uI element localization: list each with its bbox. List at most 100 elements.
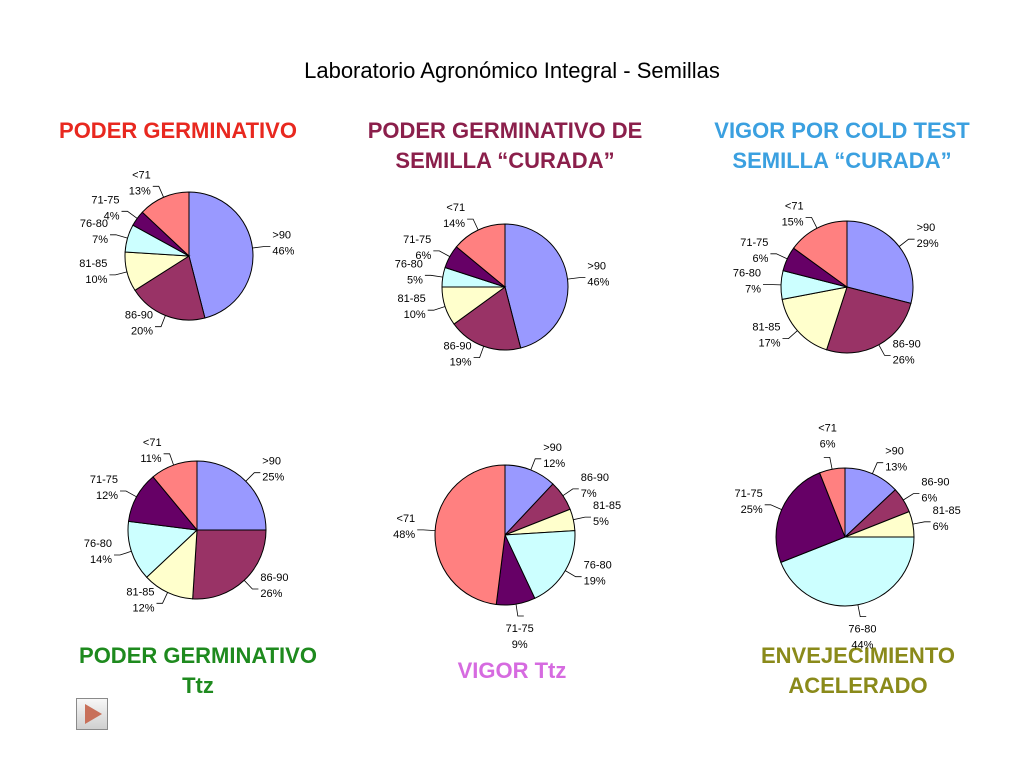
slice-value-label: 46% — [587, 277, 609, 289]
chart-title-poder-germinativo-curada: PODER GERMINATIVO DE SEMILLA “CURADA” — [330, 116, 680, 176]
slice-category-label: >90 — [262, 456, 281, 468]
slice-value-label: 9% — [512, 639, 528, 651]
leader-line — [245, 472, 261, 482]
slice-category-label: 81-85 — [752, 322, 780, 334]
slice-category-label: >90 — [587, 261, 606, 273]
leader-line — [565, 570, 582, 578]
leader-line — [110, 234, 128, 239]
slice-category-label: 71-75 — [90, 474, 118, 486]
chart-title-envejecimiento-acelerado: ENVEJECIMIENTO ACELERADO — [700, 641, 1016, 701]
leader-line — [562, 488, 579, 497]
pie-slice-lt71 — [434, 464, 506, 606]
leader-line — [823, 456, 833, 470]
slice-value-label: 6% — [752, 253, 768, 265]
slice-value-label: 12% — [96, 490, 118, 502]
slice-value-label: 13% — [129, 185, 151, 197]
leader-line — [424, 274, 443, 278]
slice-category-label: >90 — [917, 222, 936, 234]
slice-value-label: 6% — [820, 439, 836, 451]
slice-category-label: 86-90 — [893, 338, 921, 350]
slice-value-label: 13% — [885, 462, 907, 474]
pie-slice-lt71 — [818, 467, 846, 538]
chart-title-poder-germinativo: PODER GERMINATIVO — [30, 116, 326, 146]
slice-value-label: 6% — [933, 521, 949, 533]
slice-value-label: 26% — [260, 588, 282, 600]
slice-value-label: 17% — [758, 338, 780, 350]
pie-chart-ea: >9013%86-906%81-856%76-8044%71-7525%<716… — [735, 423, 961, 652]
slice-value-label: 19% — [584, 576, 606, 588]
leader-line — [120, 490, 137, 498]
leader-line — [252, 246, 271, 249]
slice-category-label: 86-90 — [443, 341, 471, 353]
pie-slice-81-85 — [781, 286, 848, 351]
slice-category-label: 71-75 — [506, 623, 534, 635]
slice-value-label: 5% — [407, 274, 423, 286]
pie-chart-pgc: >90 46% 86-90 19% 81-85 10% 76-80 5% 71-75 6% <71 1… — [395, 202, 610, 369]
next-slide-button[interactable] — [76, 698, 108, 730]
slice-value-label: 44% — [851, 639, 873, 651]
pie-slice-lt71 — [152, 460, 198, 532]
pie-slice-76-80 — [127, 520, 199, 578]
leader-line — [764, 504, 782, 510]
slice-category-label: 86-90 — [125, 310, 153, 322]
chart-title-line: VIGOR POR COLD TEST — [714, 118, 970, 143]
slice-value-label: 12% — [132, 602, 154, 614]
slice-value-label: 25% — [741, 504, 763, 516]
slice-value-label: 7% — [745, 284, 761, 296]
chart-title-line: PODER GERMINATIVO DE — [367, 118, 643, 143]
chart-title-poder-germinativo-ttz: PODER GERMINATIVO Ttz — [40, 641, 356, 701]
slice-category-label: 81-85 — [126, 586, 154, 598]
slice-category-label: <71 — [785, 201, 804, 213]
leader-line — [427, 306, 446, 311]
slice-category-label: 71-75 — [403, 234, 431, 246]
slice-category-label: 76-80 — [84, 538, 112, 550]
chart-title-line: SEMILLA “CURADA” — [395, 148, 615, 173]
slice-value-label: 4% — [104, 210, 120, 222]
slice-category-label: 76-80 — [733, 268, 761, 280]
slice-category-label: 86-90 — [921, 477, 949, 489]
slice-value-label: 15% — [782, 217, 804, 229]
pie-slice-86-90 — [134, 255, 206, 321]
chart-title-line: ACELERADO — [788, 673, 928, 698]
leader-line — [121, 210, 138, 219]
leader-line — [857, 604, 867, 617]
leader-line — [467, 218, 479, 231]
leader-line — [109, 271, 128, 276]
slice-category-label: >90 — [272, 230, 291, 242]
slice-value-label: 10% — [404, 309, 426, 321]
slice-value-label: 12% — [543, 458, 565, 470]
pie-chart-vt: >90 12% 86-90 7%81-85 5% 76-80 19% 71-75 9% <71 48… — [393, 442, 621, 651]
pie-slice-gt90 — [196, 460, 267, 531]
leader-line — [530, 458, 542, 471]
slice-category-label: 86-90 — [581, 472, 609, 484]
slice-value-label: 6% — [921, 493, 937, 505]
slice-value-label: 14% — [90, 554, 112, 566]
leader-line — [152, 185, 164, 198]
pie-slice-76-80 — [504, 530, 576, 600]
leader-line — [770, 253, 788, 260]
leader-line — [872, 462, 884, 474]
slice-category-label: <71 — [132, 169, 151, 181]
slice-value-label: 10% — [85, 274, 107, 286]
slice-category-label: 76-80 — [848, 623, 876, 635]
chart-title-line: PODER GERMINATIVO — [79, 643, 317, 668]
slice-category-label: 76-80 — [584, 560, 612, 572]
leader-line — [156, 592, 168, 604]
slice-category-label: 71-75 — [740, 237, 768, 249]
slice-value-label: 26% — [893, 354, 915, 366]
slice-value-label: 11% — [140, 453, 161, 465]
leader-line — [433, 250, 450, 257]
slice-category-label: <71 — [397, 513, 416, 525]
slice-category-label: 81-85 — [593, 500, 621, 512]
chart-title-vigor-cold-test: VIGOR POR COLD TEST SEMILLA “CURADA” — [680, 116, 1004, 176]
pie-slice-76-80 — [780, 536, 915, 607]
slice-value-label: 5% — [593, 516, 609, 528]
slice-value-label: 29% — [917, 238, 939, 250]
slice-category-label: 81-85 — [79, 258, 107, 270]
pie-chart-vct: >90 29% 86-90 26% 81-85 17% 76-80 7% 71-75 6% <71 1… — [733, 201, 939, 367]
slice-value-label: 20% — [131, 326, 153, 338]
chart-title-line: SEMILLA “CURADA” — [732, 148, 952, 173]
pie-slice-86-90 — [453, 286, 522, 351]
pie-slice-gt90 — [846, 220, 914, 305]
